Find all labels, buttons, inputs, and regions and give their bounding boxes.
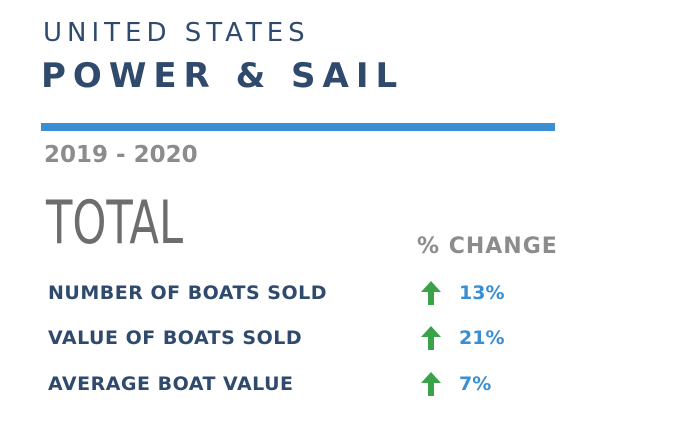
metric-label: AVERAGE BOAT VALUE (48, 373, 294, 395)
metric-row-average-value: AVERAGE BOAT VALUE 7% (0, 372, 677, 403)
period-label: 2019 - 2020 (44, 142, 198, 168)
total-heading: TOTAL (46, 188, 184, 258)
up-arrow-icon (421, 372, 441, 396)
up-arrow-icon (421, 281, 441, 305)
up-arrow-icon (421, 326, 441, 350)
accent-divider (41, 123, 555, 131)
change-column-header: % CHANGE (417, 234, 558, 259)
metric-label: VALUE OF BOATS SOLD (48, 327, 303, 349)
metric-change-value: 13% (459, 282, 505, 304)
page-title: POWER & SAIL (41, 56, 405, 96)
metric-row-boats-sold: NUMBER OF BOATS SOLD 13% (0, 281, 677, 312)
eyebrow-title: UNITED STATES (43, 18, 310, 48)
metric-change-value: 21% (459, 327, 505, 349)
metric-row-value-sold: VALUE OF BOATS SOLD 21% (0, 326, 677, 357)
metric-change-value: 7% (459, 373, 492, 395)
metric-label: NUMBER OF BOATS SOLD (48, 282, 328, 304)
